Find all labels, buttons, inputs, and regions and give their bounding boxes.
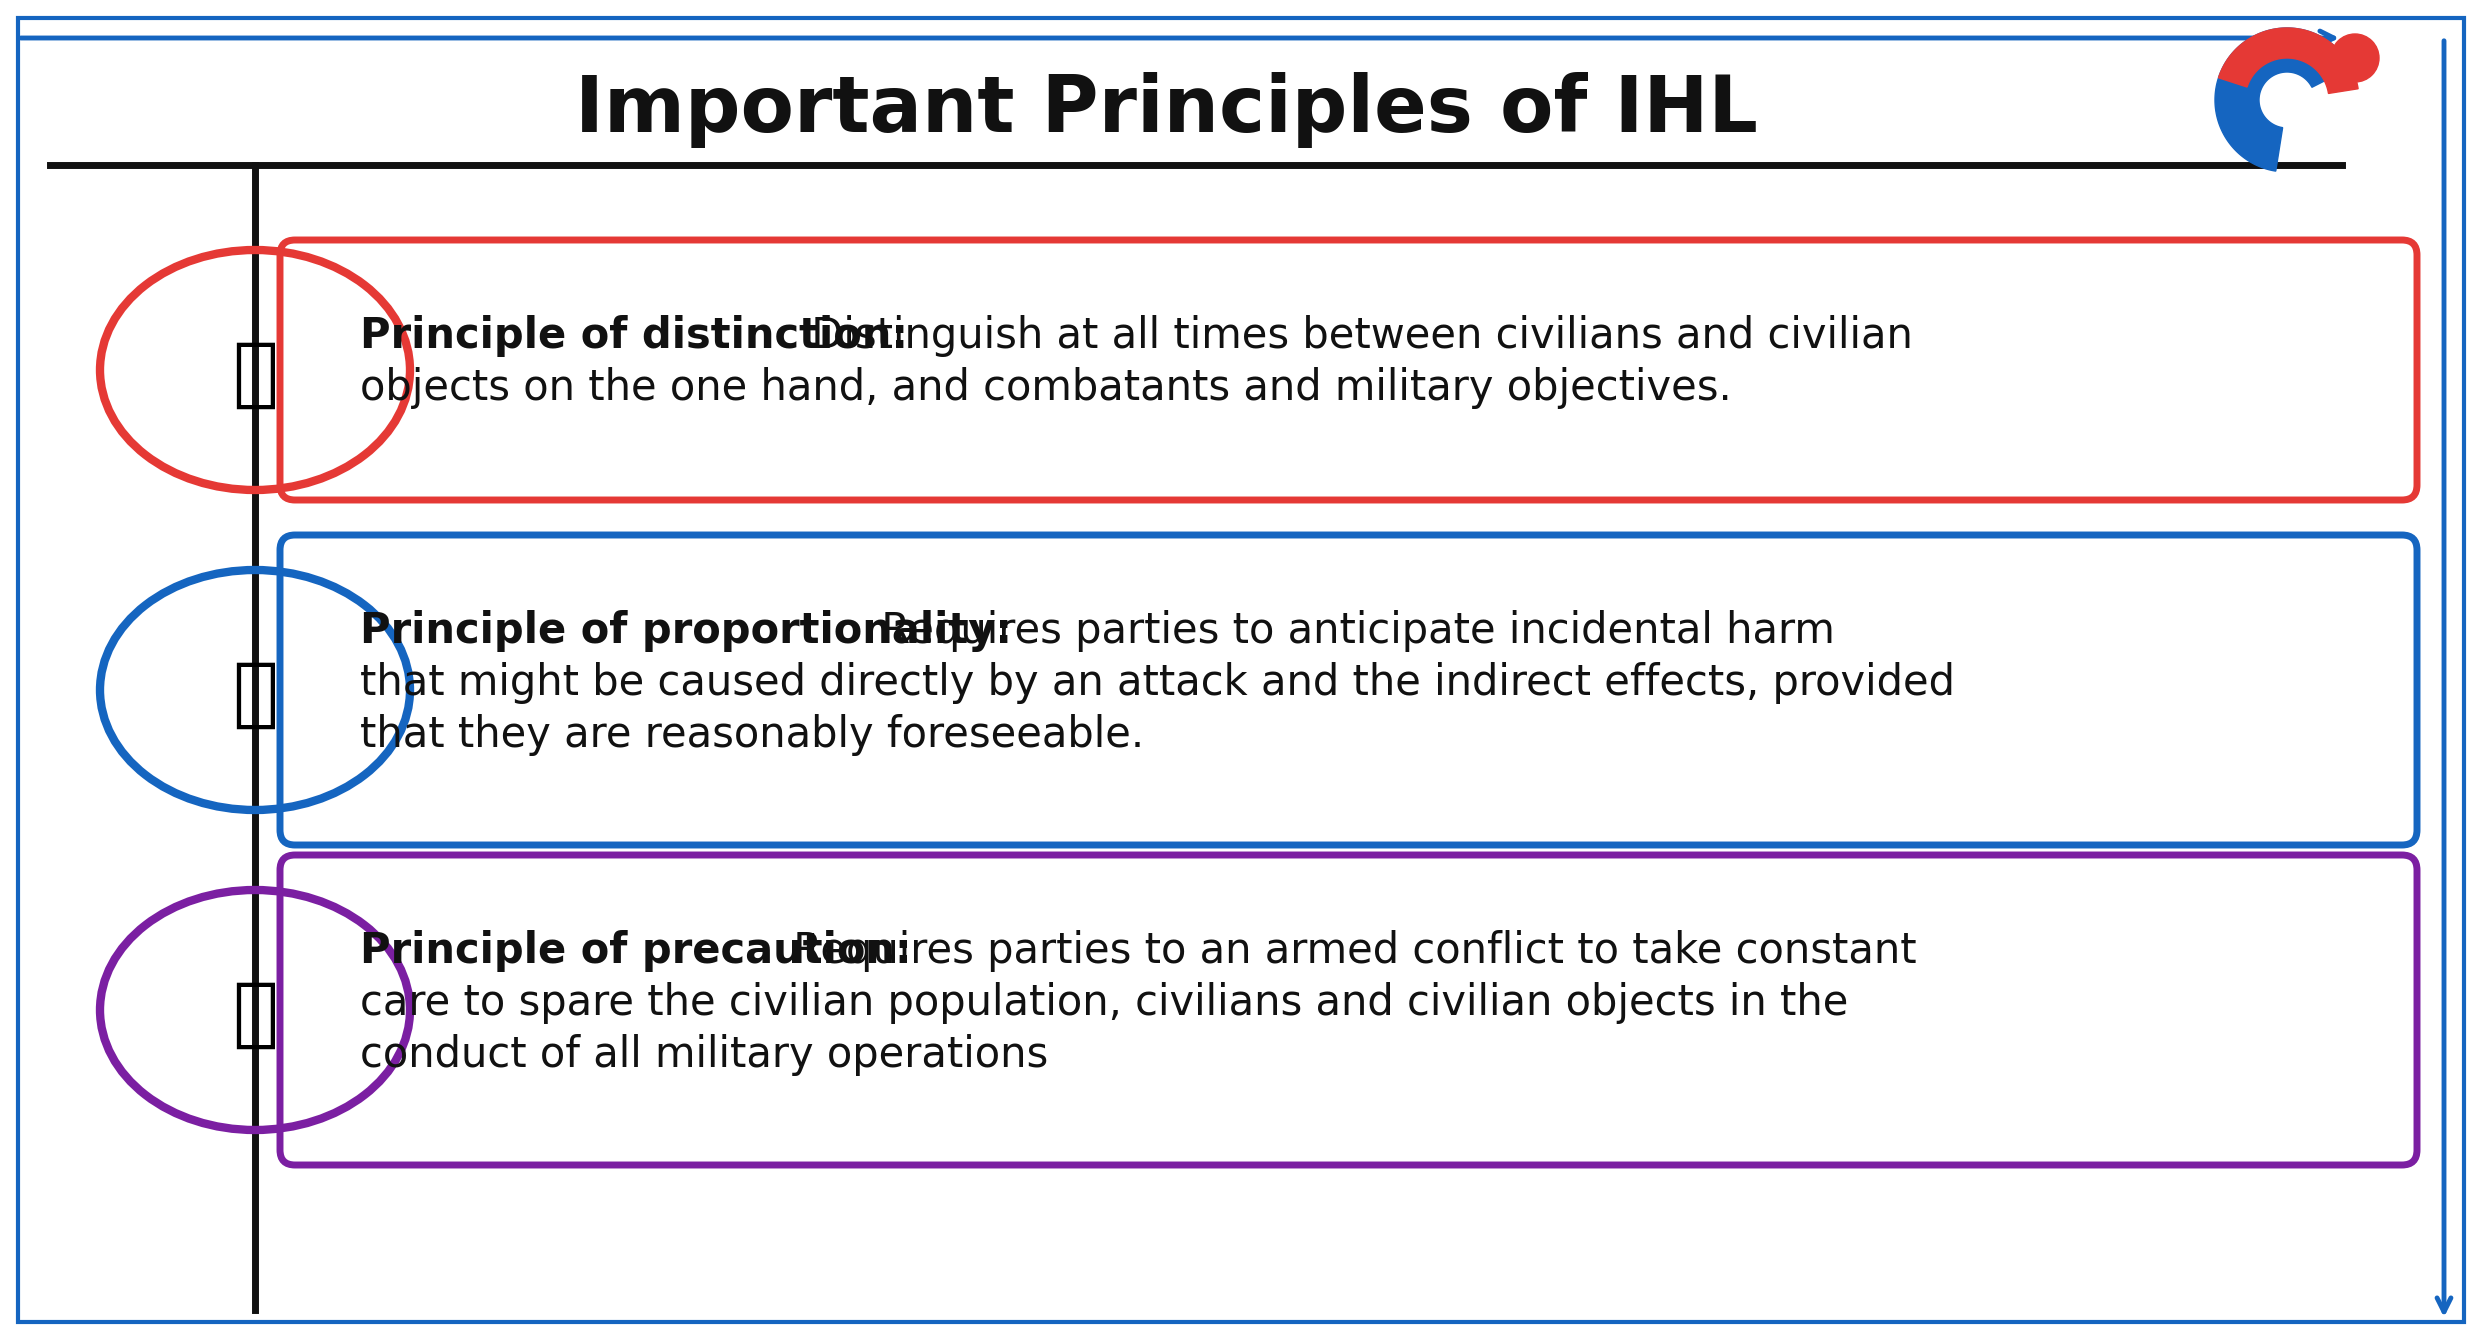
Text: that they are reasonably foreseeable.: that they are reasonably foreseeable. bbox=[360, 714, 1144, 756]
Text: that might be caused directly by an attack and the indirect effects, provided: that might be caused directly by an atta… bbox=[360, 662, 1956, 704]
Text: Requires parties to anticipate incidental harm: Requires parties to anticipate incidenta… bbox=[869, 610, 1834, 653]
FancyBboxPatch shape bbox=[280, 535, 2417, 846]
Polygon shape bbox=[2214, 28, 2350, 172]
Text: conduct of all military operations: conduct of all military operations bbox=[360, 1034, 1047, 1076]
Text: 🪖: 🪖 bbox=[231, 978, 278, 1052]
Text: Principle of proportionality:: Principle of proportionality: bbox=[360, 610, 1013, 653]
Text: 📄: 📄 bbox=[231, 658, 278, 732]
Text: 👥: 👥 bbox=[231, 338, 278, 411]
Text: care to spare the civilian population, civilians and civilian objects in the: care to spare the civilian population, c… bbox=[360, 982, 1849, 1024]
Text: objects on the one hand, and combatants and military objectives.: objects on the one hand, and combatants … bbox=[360, 367, 1732, 409]
Circle shape bbox=[2331, 34, 2380, 82]
Text: Distinguish at all times between civilians and civilian: Distinguish at all times between civilia… bbox=[797, 315, 1911, 356]
Polygon shape bbox=[2219, 28, 2358, 94]
Text: Principle of distinction:: Principle of distinction: bbox=[360, 315, 908, 356]
FancyBboxPatch shape bbox=[280, 855, 2417, 1164]
Text: Requires parties to an armed conflict to take constant: Requires parties to an armed conflict to… bbox=[779, 930, 1916, 972]
Text: Important Principles of IHL: Important Principles of IHL bbox=[576, 72, 1757, 147]
Text: Principle of precaution:: Principle of precaution: bbox=[360, 930, 911, 972]
FancyBboxPatch shape bbox=[280, 240, 2417, 500]
